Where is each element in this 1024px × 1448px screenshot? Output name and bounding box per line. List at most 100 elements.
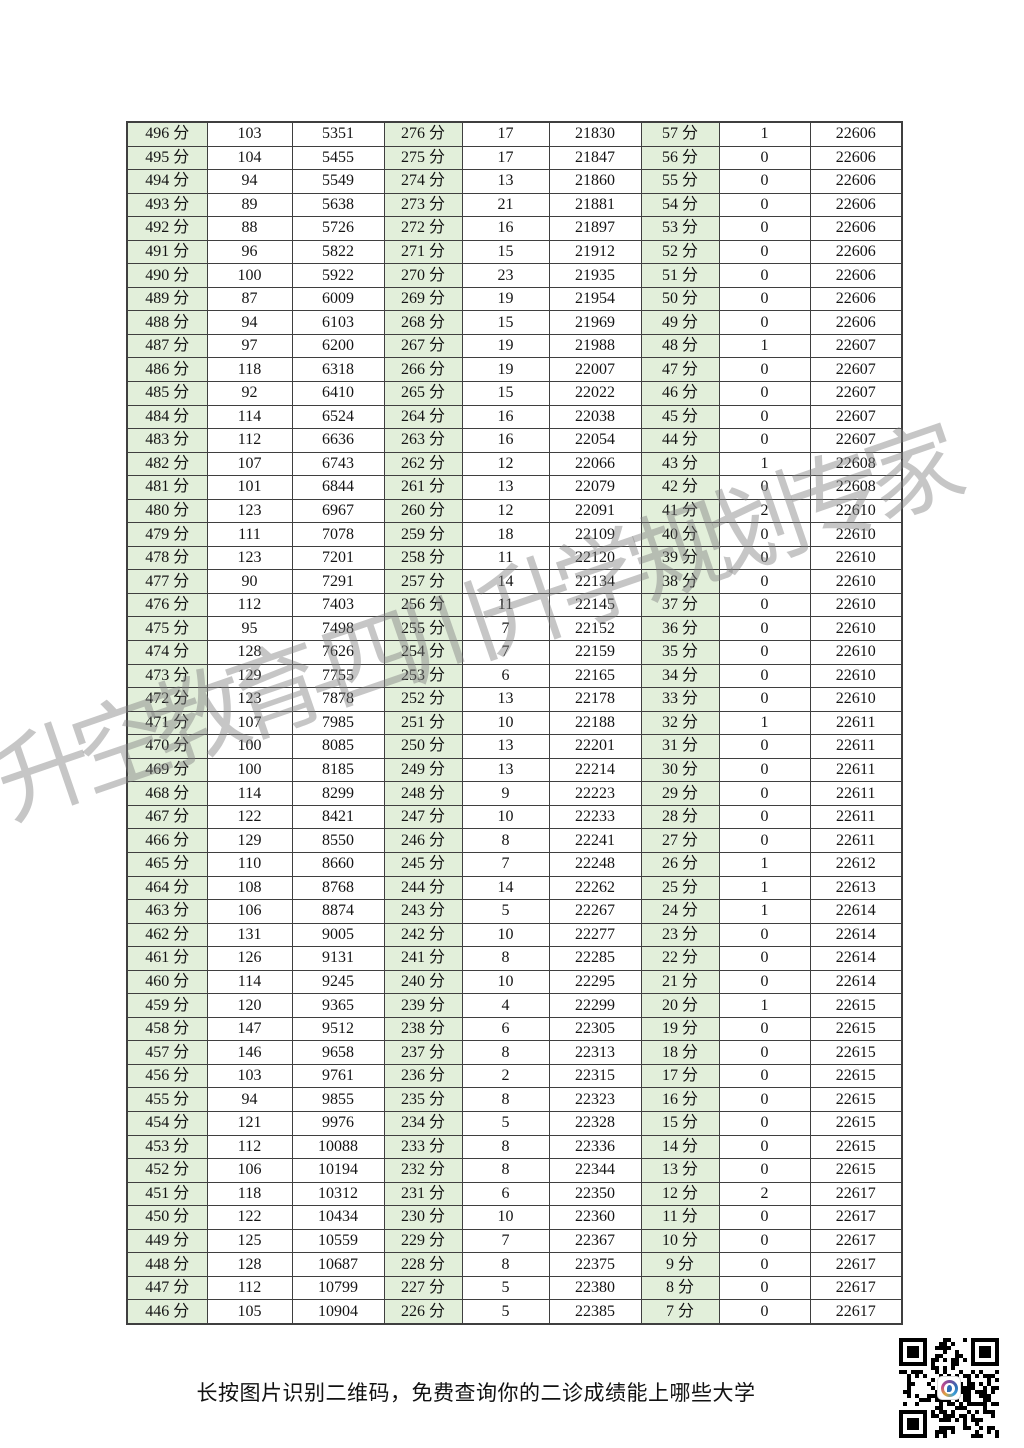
cumulative-cell: 22607 [809, 404, 903, 430]
count-cell: 10 [461, 1205, 550, 1230]
score-cell: 8 分 [640, 1275, 720, 1301]
score-cell: 21 分 [640, 969, 720, 995]
table-row: 461 分 126 9131 241 分 8 22285 22 分 0 22614 [126, 946, 903, 971]
table-row: 492 分 88 5726 272 分 16 21897 53 分 0 22606 [126, 216, 903, 241]
cumulative-cell: 22223 [548, 781, 642, 806]
count-cell: 14 [461, 569, 550, 594]
cumulative-cell: 22608 [809, 451, 903, 477]
cumulative-cell: 8185 [291, 757, 385, 783]
count-cell: 105 [206, 1299, 293, 1325]
score-cell: 54 分 [640, 192, 720, 218]
count-cell: 107 [206, 710, 293, 736]
cumulative-cell: 9855 [291, 1087, 385, 1112]
score-cell: 52 分 [640, 239, 720, 265]
count-cell: 123 [206, 498, 293, 524]
cumulative-cell: 22606 [809, 286, 903, 312]
score-cell: 484 分 [126, 404, 208, 430]
table-row: 475 分 95 7498 255 分 7 22152 36 分 0 22610 [126, 616, 903, 642]
count-cell: 0 [718, 522, 811, 547]
score-cell: 256 分 [383, 592, 463, 618]
cumulative-cell: 7291 [291, 569, 385, 594]
count-cell: 8 [461, 1134, 550, 1160]
score-cell: 51 分 [640, 263, 720, 288]
cumulative-cell: 22350 [548, 1181, 642, 1207]
cumulative-cell: 22611 [809, 710, 903, 736]
score-cell: 259 分 [383, 522, 463, 547]
table-row: 466 分 129 8550 246 分 8 22241 27 分 0 22611 [126, 828, 903, 853]
cumulative-cell: 7498 [291, 616, 385, 642]
score-cell: 492 分 [126, 216, 208, 241]
cumulative-cell: 22606 [809, 263, 903, 288]
count-cell: 122 [206, 804, 293, 830]
score-cell: 276 分 [383, 121, 463, 147]
cumulative-cell: 7201 [291, 545, 385, 571]
score-cell: 485 分 [126, 381, 208, 406]
cumulative-cell: 22152 [548, 616, 642, 642]
cumulative-cell: 9976 [291, 1110, 385, 1136]
count-cell: 90 [206, 569, 293, 594]
score-cell: 491 分 [126, 239, 208, 265]
qr-code[interactable] [897, 1336, 1001, 1440]
score-cell: 44 分 [640, 428, 720, 453]
table-row: 448 分 128 10687 228 分 8 22375 9 分 0 22617 [126, 1252, 903, 1277]
cumulative-cell: 22091 [548, 498, 642, 524]
count-cell: 4 [461, 993, 550, 1018]
count-cell: 114 [206, 969, 293, 995]
count-cell: 0 [718, 192, 811, 218]
count-cell: 112 [206, 1134, 293, 1160]
table-row: 473 分 129 7755 253 分 6 22165 34 分 0 22610 [126, 663, 903, 689]
score-cell: 476 分 [126, 592, 208, 618]
score-cell: 463 分 [126, 899, 208, 924]
table-row: 470 分 100 8085 250 分 13 22201 31 分 0 22611 [126, 734, 903, 759]
cumulative-cell: 10687 [291, 1252, 385, 1277]
count-cell: 100 [206, 263, 293, 288]
cumulative-cell: 22615 [809, 1016, 903, 1042]
cumulative-cell: 21912 [548, 239, 642, 265]
count-cell: 128 [206, 1252, 293, 1277]
table-row: 459 分 120 9365 239 分 4 22299 20 分 1 22615 [126, 993, 903, 1018]
cumulative-cell: 22606 [809, 121, 903, 147]
table-row: 458 分 147 9512 238 分 6 22305 19 分 0 22615 [126, 1016, 903, 1042]
count-cell: 7 [461, 851, 550, 877]
cumulative-cell: 22615 [809, 993, 903, 1018]
cumulative-cell: 22606 [809, 239, 903, 265]
cumulative-cell: 22606 [809, 216, 903, 241]
count-cell: 9 [461, 781, 550, 806]
count-cell: 97 [206, 333, 293, 359]
count-cell: 120 [206, 993, 293, 1018]
cumulative-cell: 10312 [291, 1181, 385, 1207]
score-cell: 470 分 [126, 734, 208, 759]
count-cell: 112 [206, 1275, 293, 1301]
count-cell: 0 [718, 310, 811, 335]
score-cell: 14 分 [640, 1134, 720, 1160]
cumulative-cell: 22344 [548, 1158, 642, 1183]
count-cell: 0 [718, 1299, 811, 1325]
cumulative-cell: 22375 [548, 1252, 642, 1277]
score-cell: 454 分 [126, 1110, 208, 1136]
score-cell: 238 分 [383, 1016, 463, 1042]
score-cell: 229 分 [383, 1228, 463, 1254]
count-cell: 0 [718, 428, 811, 453]
table-row: 489 分 87 6009 269 分 19 21954 50 分 0 22606 [126, 286, 903, 312]
cumulative-cell: 22120 [548, 545, 642, 571]
score-cell: 466 分 [126, 828, 208, 853]
score-cell: 236 分 [383, 1063, 463, 1089]
cumulative-cell: 22299 [548, 993, 642, 1018]
score-cell: 19 分 [640, 1016, 720, 1042]
cumulative-cell: 22328 [548, 1110, 642, 1136]
count-cell: 94 [206, 169, 293, 194]
cumulative-cell: 7878 [291, 687, 385, 712]
table-row: 464 分 108 8768 244 分 14 22262 25 分 1 22613 [126, 875, 903, 901]
cumulative-cell: 22615 [809, 1063, 903, 1089]
score-cell: 57 分 [640, 121, 720, 147]
score-cell: 273 分 [383, 192, 463, 218]
cumulative-cell: 22262 [548, 875, 642, 901]
score-cell: 451 分 [126, 1181, 208, 1207]
count-cell: 23 [461, 263, 550, 288]
table-row: 465 分 110 8660 245 分 7 22248 26 分 1 22612 [126, 851, 903, 877]
table-row: 488 分 94 6103 268 分 15 21969 49 分 0 22606 [126, 310, 903, 335]
count-cell: 94 [206, 310, 293, 335]
table-row: 449 分 125 10559 229 分 7 22367 10 分 0 22617 [126, 1228, 903, 1254]
cumulative-cell: 22615 [809, 1110, 903, 1136]
